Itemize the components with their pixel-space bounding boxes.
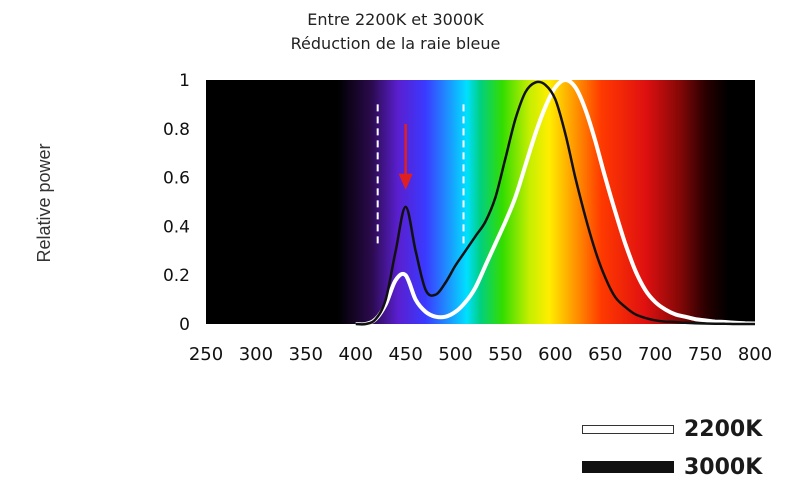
x-tick-label: 700 (638, 344, 672, 365)
x-tick-label: 750 (688, 344, 722, 365)
x-tick-label: 250 (189, 344, 223, 365)
spectrum-band (206, 80, 755, 324)
legend-swatch-3000k (582, 461, 674, 473)
legend-label-2200k: 2200K (684, 416, 763, 442)
x-tick-label: 500 (438, 344, 472, 365)
y-tick-label: 1 (179, 71, 190, 91)
y-tick-label: 0 (179, 315, 190, 335)
x-tick-label: 300 (239, 344, 273, 365)
legend-item-3000k: 3000K (582, 452, 762, 482)
y-tick-label: 0.4 (163, 217, 190, 237)
y-tick-label: 0.6 (163, 169, 190, 189)
x-tick-label: 550 (488, 344, 522, 365)
x-tick-label: 450 (388, 344, 422, 365)
series-line-3000k (355, 80, 755, 326)
x-tick-label: 400 (339, 344, 373, 365)
chart-title: Entre 2200K et 3000K (307, 10, 484, 29)
x-tick-label: 650 (588, 344, 622, 365)
legend-swatch-2200k (582, 424, 674, 434)
y-tick-label: 0.8 (163, 120, 190, 140)
blue-peak-arrow-head (398, 173, 413, 190)
y-axis-label: Relative power (34, 143, 54, 262)
series-line-2200k (355, 78, 756, 327)
x-tick-label: 600 (538, 344, 572, 365)
x-tick-label: 800 (738, 344, 772, 365)
x-tick-label: 350 (289, 344, 323, 365)
legend-label-3000k: 3000K (684, 454, 763, 480)
legend-item-2200k: 2200K (582, 414, 762, 444)
y-tick-label: 0.2 (163, 266, 190, 286)
chart-subtitle: Réduction de la raie bleue (290, 34, 501, 53)
